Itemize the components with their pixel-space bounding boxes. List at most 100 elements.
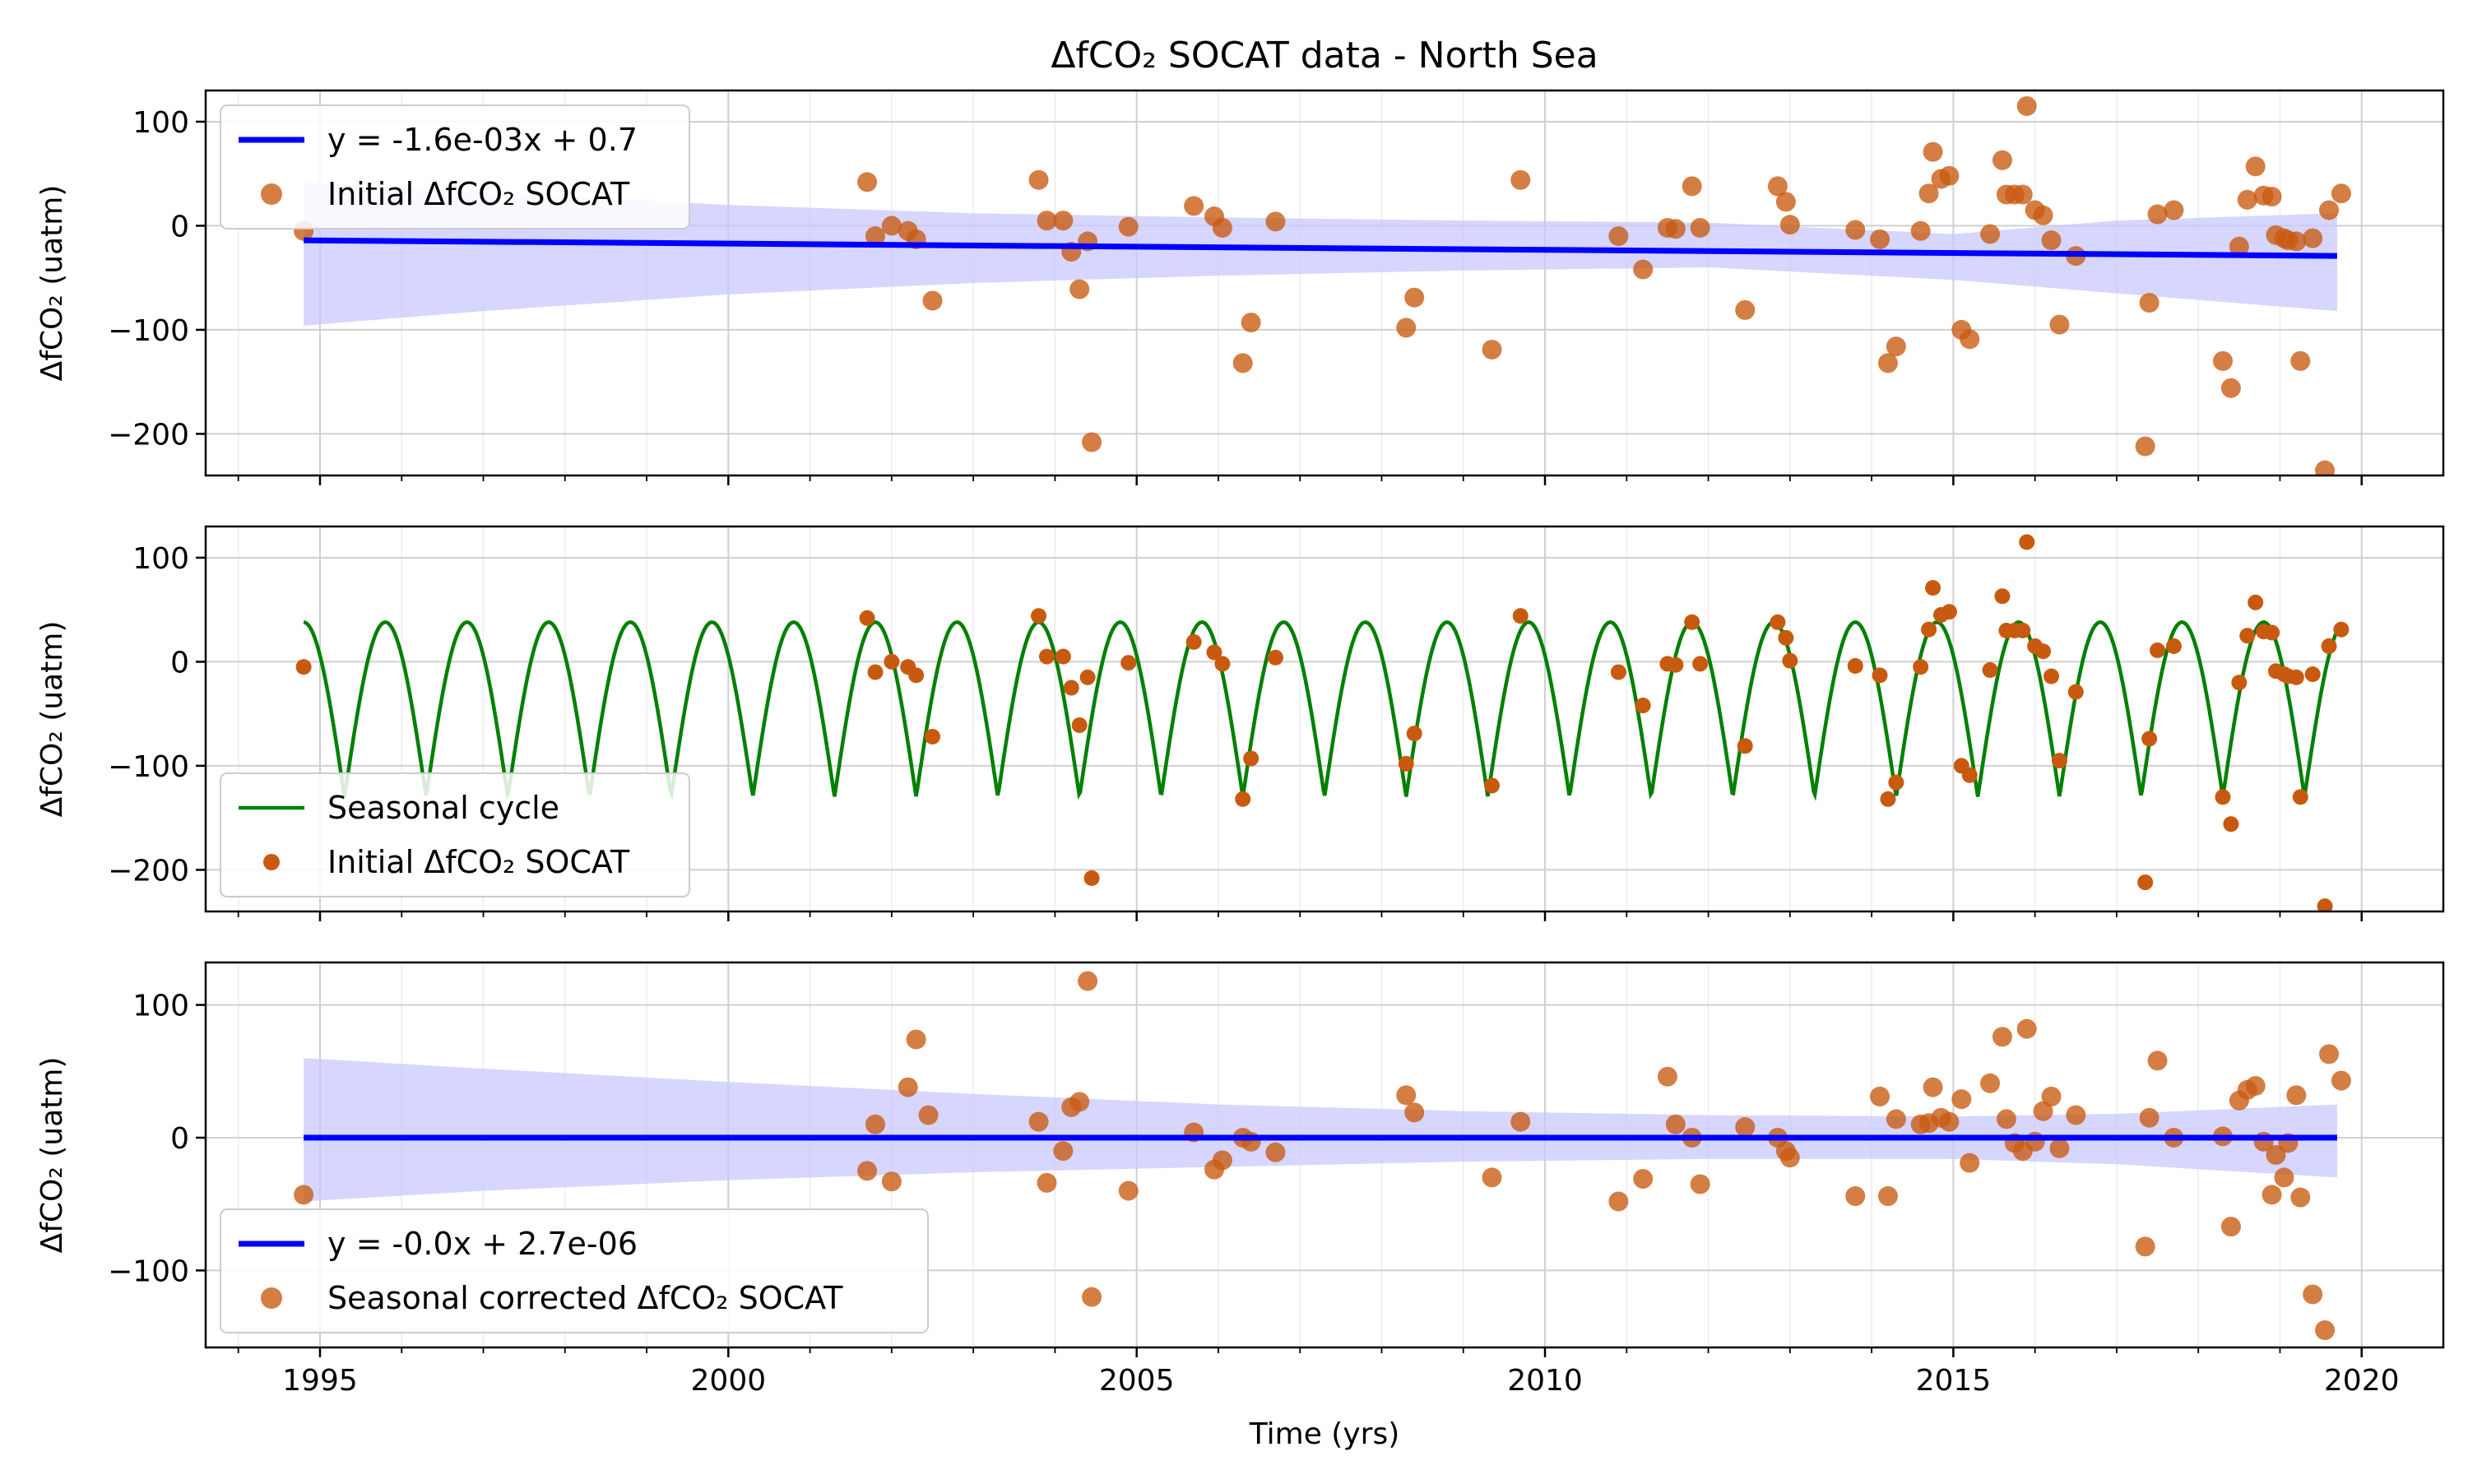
- legend-point-swatch: [261, 183, 282, 205]
- data-point: [1735, 1117, 1756, 1138]
- data-point: [1265, 211, 1286, 232]
- data-point: [1870, 229, 1890, 249]
- data-point: [2041, 1086, 2062, 1106]
- data-point: [2290, 1187, 2311, 1208]
- data-point: [1770, 614, 1786, 630]
- data-point: [865, 226, 886, 247]
- data-point: [2135, 436, 2155, 457]
- data-point: [2150, 642, 2166, 659]
- data-point: [925, 729, 941, 745]
- y-tick-label: 0: [170, 646, 189, 679]
- data-point: [1877, 1186, 1898, 1207]
- y-tick-label: −100: [108, 750, 189, 784]
- data-point: [2321, 638, 2337, 654]
- data-point: [2331, 1070, 2351, 1091]
- data-point: [1028, 169, 1049, 190]
- data-point: [1886, 336, 1906, 357]
- data-point: [1633, 1169, 1654, 1190]
- data-point: [857, 1161, 878, 1181]
- data-point: [1482, 339, 1502, 359]
- data-point: [1870, 1086, 1890, 1106]
- y-tick-label: −200: [108, 418, 189, 452]
- y-tick-label: 100: [132, 990, 189, 1023]
- chart-title: ΔfCO₂ SOCAT data - North Sea: [1051, 35, 1598, 77]
- data-point: [1265, 1142, 1286, 1162]
- data-point: [1038, 648, 1055, 665]
- data-point: [2164, 200, 2184, 220]
- data-point: [1668, 656, 1684, 673]
- data-point: [1484, 777, 1501, 794]
- data-point: [1951, 1089, 1972, 1110]
- confidence-band: [304, 1058, 2337, 1202]
- data-point: [1404, 1102, 1425, 1123]
- data-point: [2319, 200, 2340, 220]
- data-point: [2025, 1131, 2045, 1152]
- data-point: [1939, 165, 1960, 186]
- data-point: [2237, 189, 2257, 210]
- legend-label: y = -0.0x + 2.7e-06: [327, 1226, 638, 1262]
- data-point: [1941, 604, 1957, 620]
- legend-label: Seasonal cycle: [327, 790, 559, 826]
- data-point: [2262, 1185, 2282, 1205]
- legend-box: [220, 772, 690, 897]
- data-point: [906, 1029, 926, 1050]
- data-point: [1082, 1287, 1102, 1307]
- data-point: [2290, 350, 2311, 371]
- data-point: [2051, 753, 2067, 769]
- data-point: [1083, 870, 1100, 887]
- data-point: [1735, 299, 1756, 320]
- y-axis-label: ΔfCO₂ (uatm): [35, 1057, 69, 1254]
- x-tick-label: 2015: [1916, 1364, 1992, 1398]
- panel-initial: 100 0 −100 −200 ΔfCO₂ (uatm) y = -1.6e-03x + …: [35, 89, 2445, 485]
- data-point: [2215, 789, 2231, 805]
- data-point: [1923, 1077, 1943, 1097]
- panel-seasonal: 100 0 −100 −200 ΔfCO₂ (uatm) Seasonal cycle In…: [35, 525, 2445, 921]
- data-point: [1872, 667, 1888, 684]
- x-tick-label: 2000: [691, 1364, 767, 1398]
- data-point: [2033, 205, 2053, 225]
- data-point: [2141, 730, 2158, 747]
- data-point: [1053, 211, 1074, 231]
- legend-label: Initial ΔfCO₂ SOCAT: [327, 176, 630, 212]
- data-point: [2286, 231, 2307, 252]
- data-point: [898, 1077, 918, 1097]
- trend-line: [304, 237, 2337, 259]
- plot-area-corrected: [294, 971, 2351, 1341]
- data-point: [881, 216, 902, 236]
- data-point: [1992, 150, 2012, 170]
- data-point: [1690, 1174, 1710, 1194]
- data-point: [881, 1171, 902, 1192]
- data-point: [1635, 698, 1651, 714]
- data-point: [1980, 1073, 2001, 1093]
- data-point: [1910, 220, 1931, 241]
- data-point: [1510, 1111, 1531, 1132]
- data-point: [1232, 353, 1253, 373]
- y-tick-label: 100: [132, 106, 189, 140]
- x-tick-label: 1995: [282, 1364, 358, 1398]
- data-point: [2245, 156, 2266, 177]
- data-point: [2266, 1145, 2286, 1165]
- data-point: [2165, 638, 2182, 654]
- data-point: [2304, 666, 2321, 683]
- data-point: [1243, 750, 1260, 767]
- x-axis-label: Time (yrs): [1249, 1417, 1400, 1451]
- data-point: [1692, 656, 1709, 672]
- data-point: [2286, 1085, 2307, 1106]
- x-tick-label: 2010: [1507, 1364, 1583, 1398]
- data-point: [2292, 789, 2308, 805]
- data-point: [2137, 874, 2154, 891]
- data-point: [1767, 176, 1788, 197]
- legend-box: [220, 104, 690, 230]
- data-point: [1960, 1152, 1980, 1173]
- data-point: [2212, 350, 2233, 371]
- data-point: [1737, 738, 1753, 754]
- data-point: [2288, 669, 2304, 685]
- data-point: [2220, 1217, 2241, 1237]
- data-point: [1845, 220, 1866, 240]
- data-point: [1779, 215, 1800, 235]
- data-point: [2041, 230, 2062, 251]
- data-point: [2239, 628, 2256, 644]
- data-point: [1069, 1092, 1090, 1112]
- data-point: [2016, 95, 2037, 116]
- data-point: [1082, 432, 1102, 452]
